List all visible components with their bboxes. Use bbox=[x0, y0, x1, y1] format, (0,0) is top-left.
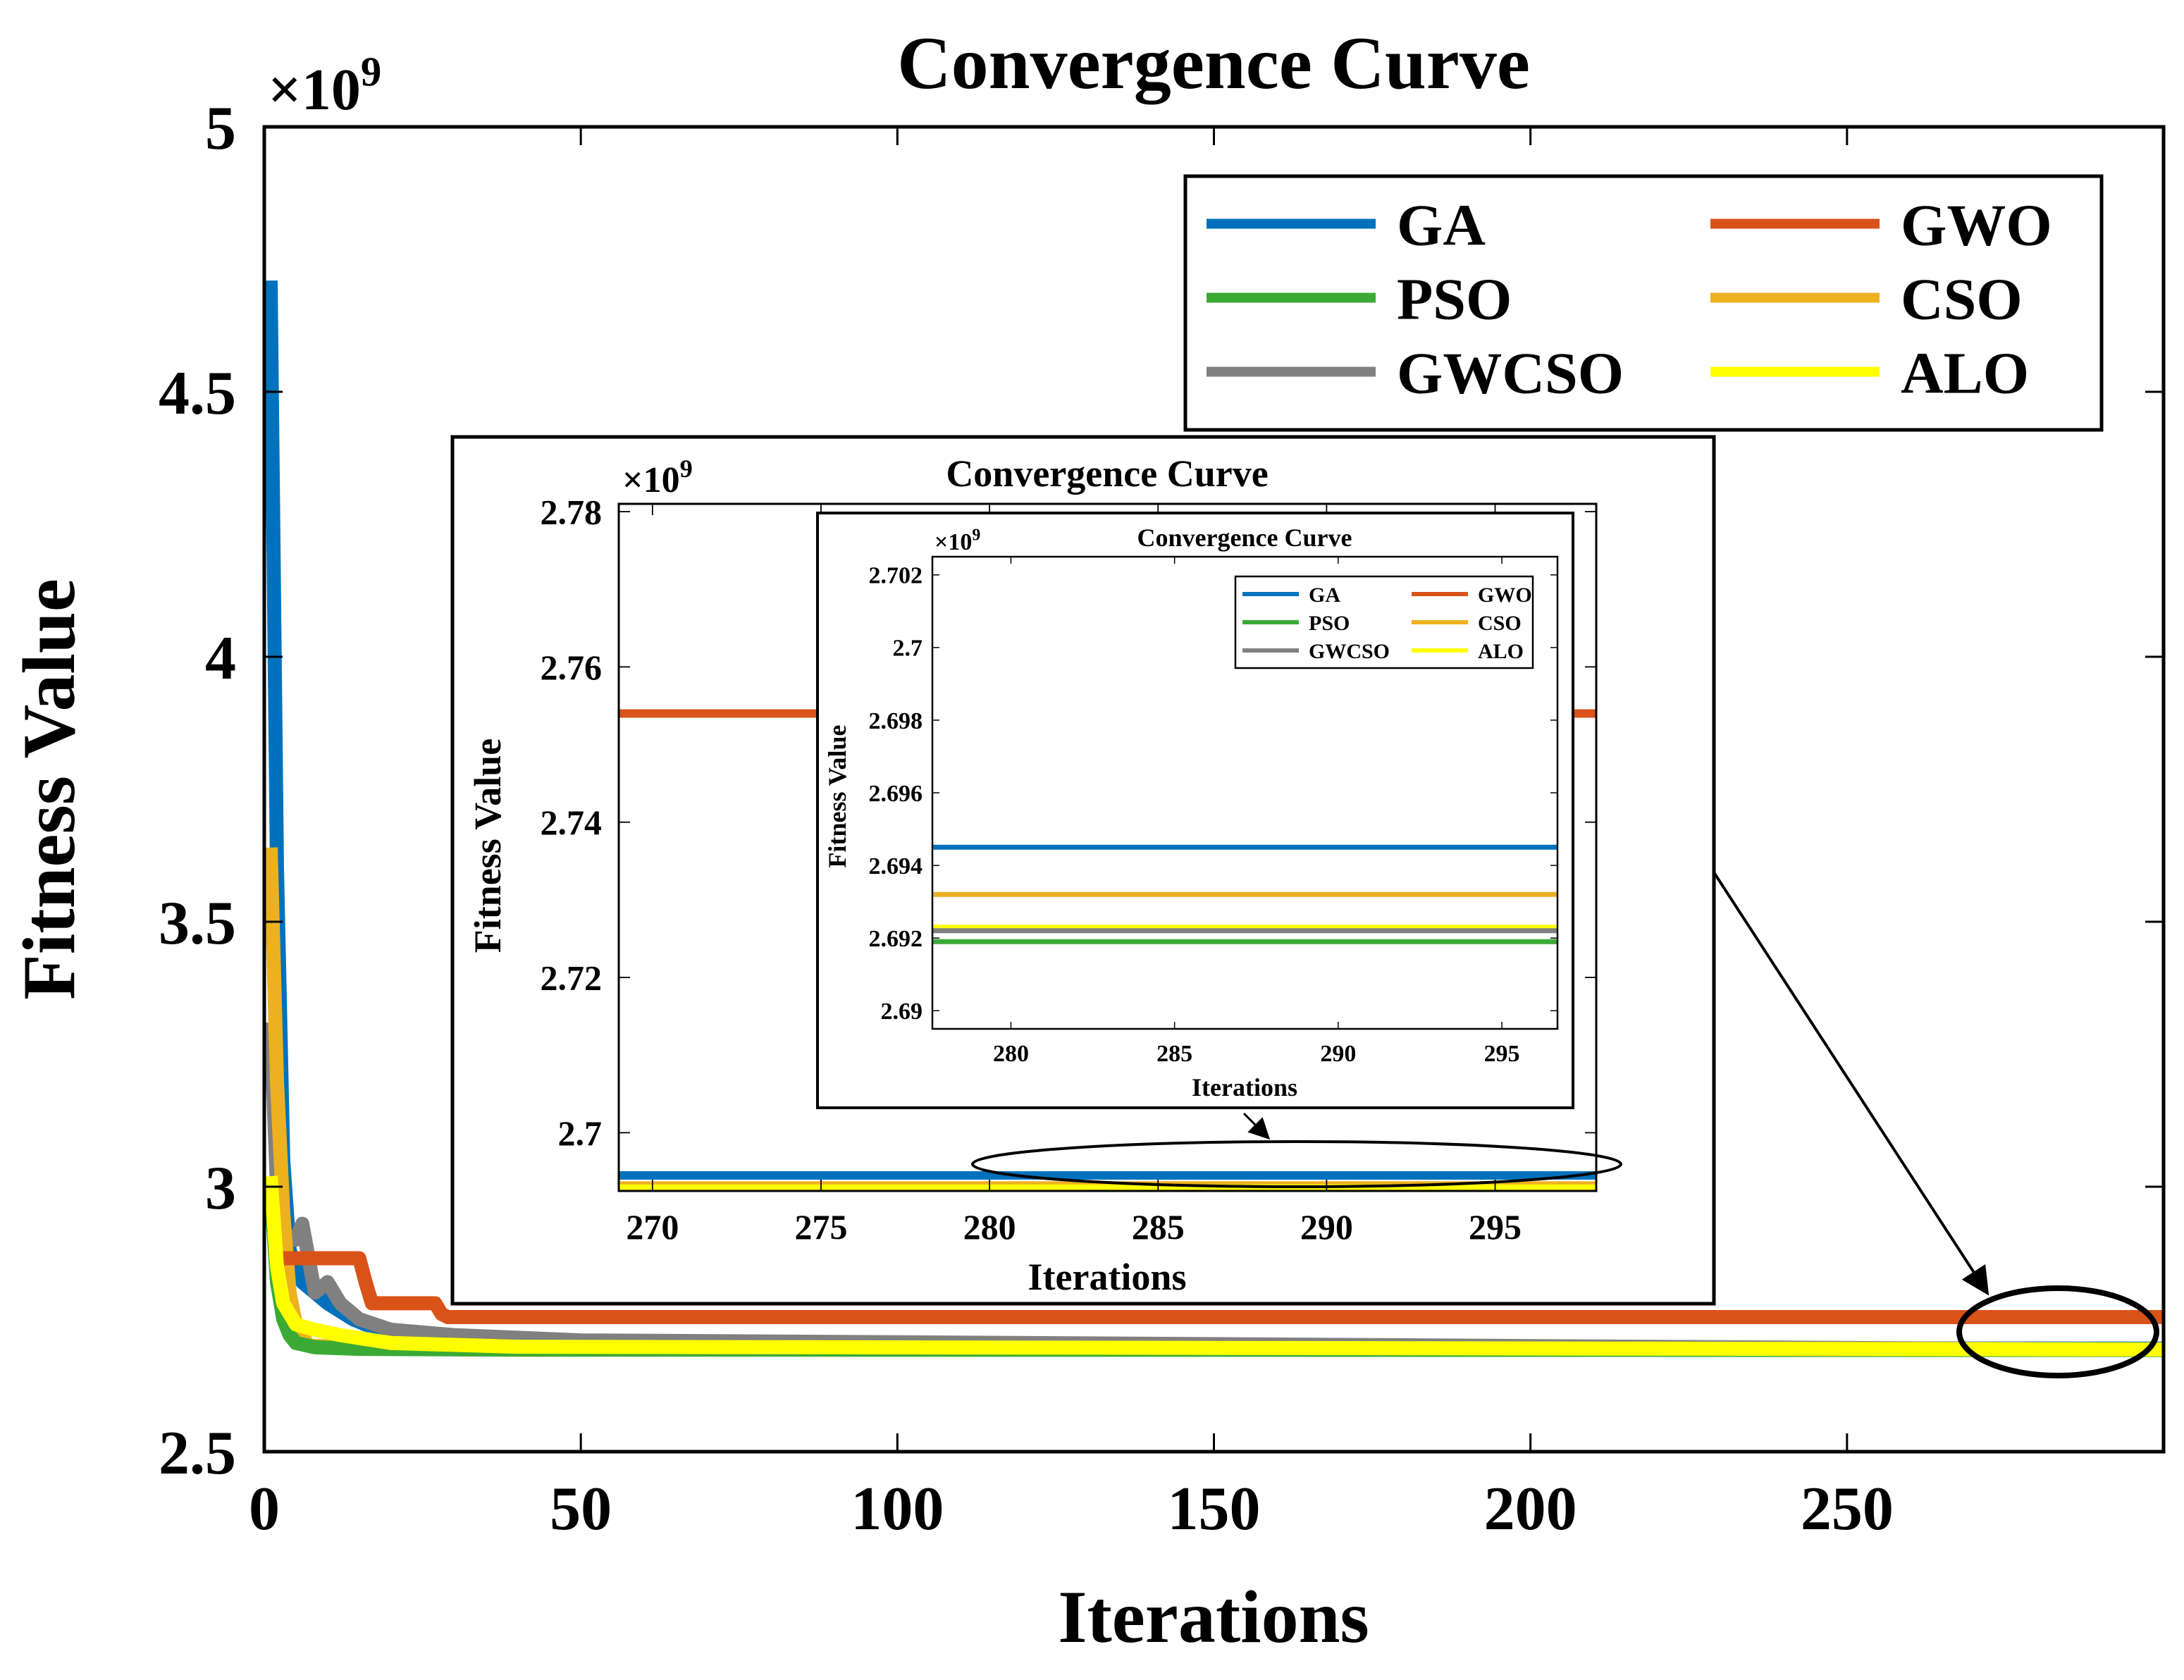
inset2-ytick-label: 2.696 bbox=[869, 781, 923, 807]
inset1-ytick-label: 2.72 bbox=[541, 958, 603, 998]
inset2-ytick-label: 2.702 bbox=[869, 563, 923, 589]
main-legend-label-gwcso: GWCSO bbox=[1397, 341, 1624, 407]
inset1-xtick-label: 290 bbox=[1300, 1207, 1353, 1247]
main-series-alo bbox=[264, 1175, 2164, 1357]
main-ytick-label: 3 bbox=[205, 1154, 236, 1223]
inset1-xtick-label: 275 bbox=[794, 1207, 847, 1247]
main-xtick-label: 50 bbox=[550, 1475, 612, 1543]
inset2-xtick-label: 290 bbox=[1320, 1041, 1356, 1067]
inset1-title: Convergence Curve bbox=[946, 452, 1268, 495]
inset2-ytick-label: 2.69 bbox=[881, 999, 923, 1025]
main-ytick-label: 2.5 bbox=[159, 1419, 236, 1488]
inset2-ytick-label: 2.7 bbox=[893, 636, 923, 662]
inset2-chart: 280 285 290 295 2.69 2.692 2.694 2.696 2.698 2.7 2… bbox=[816, 512, 1574, 1109]
main-legend-label-ga: GA bbox=[1397, 193, 1486, 259]
inset1-zoom-ellipse bbox=[971, 1140, 1622, 1188]
main-xtick-label: 150 bbox=[1168, 1475, 1261, 1543]
main-ylabel: Fitness Value bbox=[8, 579, 90, 1000]
inset2-xtick-label: 295 bbox=[1484, 1041, 1520, 1067]
inset1-ytick-label: 2.76 bbox=[541, 648, 603, 687]
main-legend-label-gwo: GWO bbox=[1901, 193, 2052, 259]
inset2-legend-label-pso: PSO bbox=[1309, 612, 1350, 635]
main-xlabel: Iterations bbox=[1058, 1576, 1369, 1658]
inset2-ytick-label: 2.694 bbox=[869, 853, 923, 879]
inset1-zoom-arrow bbox=[1242, 1112, 1271, 1140]
main-xtick-label: 200 bbox=[1484, 1475, 1577, 1543]
inset1-ytick-label: 2.7 bbox=[558, 1113, 603, 1153]
inset1-xtick-label: 270 bbox=[626, 1207, 679, 1247]
inset2-legend-label-cso: CSO bbox=[1478, 612, 1522, 635]
inset2-ytick-label: 2.692 bbox=[869, 926, 923, 952]
main-legend-label-cso: CSO bbox=[1901, 267, 2023, 333]
inset2-legend-label-gwo: GWO bbox=[1478, 583, 1532, 607]
inset2-y-exponent: ×109 bbox=[934, 526, 980, 555]
main-legend-label-alo: ALO bbox=[1901, 341, 2029, 407]
inset1-xtick-label: 295 bbox=[1469, 1207, 1522, 1247]
inset1-axes-box bbox=[617, 502, 1598, 1192]
inset1-ylabel: Fitness Value bbox=[467, 739, 509, 953]
main-series-group bbox=[264, 280, 2164, 1357]
inset1-xtick-label: 285 bbox=[1132, 1207, 1185, 1247]
inset1-ytick-label: 2.78 bbox=[541, 493, 603, 532]
inset1-y-exponent: ×109 bbox=[622, 455, 693, 500]
inset2-legend-label-gwcso: GWCSO bbox=[1309, 640, 1390, 663]
inset2-legend-label-alo: ALO bbox=[1478, 640, 1524, 663]
inset2-series-group bbox=[932, 844, 1557, 944]
main-ytick-label: 5 bbox=[205, 94, 236, 163]
main-xtick-label: 0 bbox=[249, 1475, 280, 1543]
inset1-xlabel: Iterations bbox=[1028, 1256, 1187, 1298]
main-ytick-label: 4.5 bbox=[159, 359, 236, 428]
main-zoom-arrow bbox=[1711, 869, 1989, 1296]
inset1-xtick-label: 280 bbox=[963, 1207, 1016, 1247]
inset2-xlabel: Iterations bbox=[1192, 1073, 1297, 1101]
main-ytick-label: 4 bbox=[205, 624, 236, 693]
main-title: Convergence Curve bbox=[897, 22, 1530, 104]
main-xtick-label: 250 bbox=[1801, 1475, 1894, 1543]
main-y-exponent: ×109 bbox=[268, 49, 381, 123]
main-zoom-ellipse bbox=[1956, 1285, 2159, 1378]
inset1-ytick-label: 2.74 bbox=[541, 803, 603, 842]
main-legend-label-pso: PSO bbox=[1397, 267, 1512, 333]
inset2-ytick-label: 2.698 bbox=[869, 708, 923, 734]
main-xtick-label: 100 bbox=[851, 1475, 944, 1543]
inset2-xtick-label: 280 bbox=[993, 1041, 1029, 1067]
main-ytick-label: 3.5 bbox=[159, 889, 236, 958]
inset2-legend-label-ga: GA bbox=[1309, 583, 1340, 607]
inset2-xtick-label: 285 bbox=[1156, 1041, 1192, 1067]
inset2-title: Convergence Curve bbox=[1137, 524, 1352, 552]
inset2-ylabel: Fitness Value bbox=[823, 724, 851, 867]
main-legend-box bbox=[1183, 174, 2104, 432]
